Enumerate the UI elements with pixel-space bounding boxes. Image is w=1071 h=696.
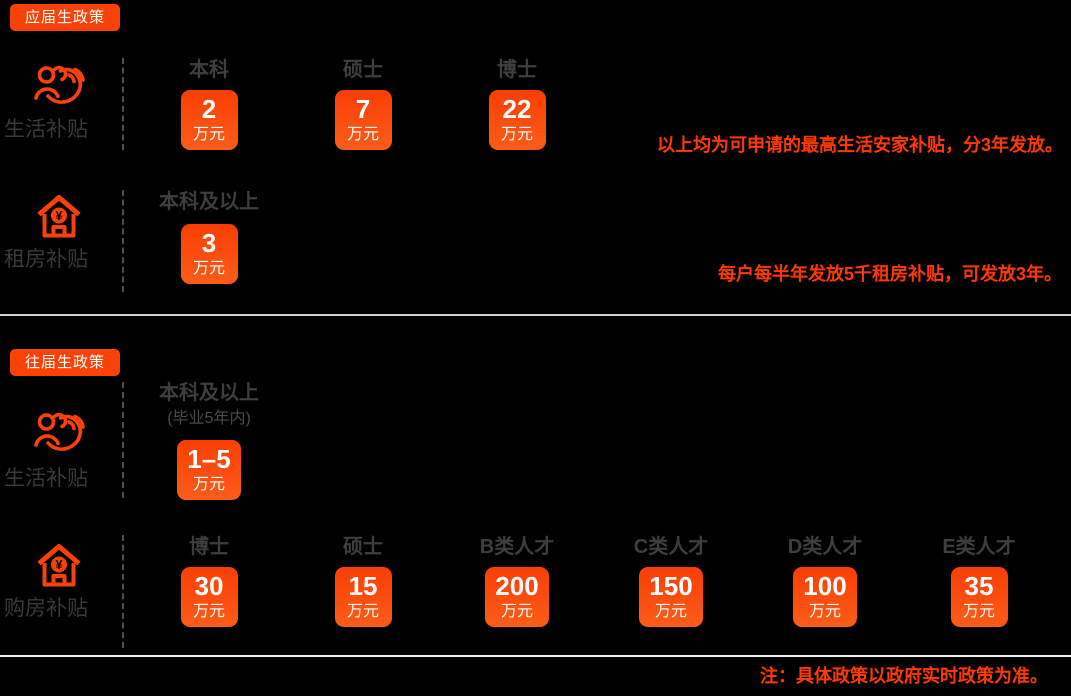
column-master: 硕士 15 万元 [286, 535, 440, 627]
column-phd: 博士 22 万元 [440, 58, 594, 150]
row-living-subsidy-previous: 生活补贴 本科及以上 (毕业5年内) 1–5 万元 [0, 380, 1071, 500]
degree-header: E类人才 [942, 536, 1016, 558]
badge-previous-graduate-policy: 往届生政策 [10, 349, 121, 376]
amount-unit: 万元 [346, 603, 379, 620]
dashed-separator [122, 58, 124, 150]
amount-card: 22 万元 [488, 90, 546, 150]
policy-note-living: 以上均为可申请的最高生活安家补贴，分3年发放。 [656, 135, 1063, 155]
badge-fresh-graduate-policy: 应届生政策 [10, 4, 121, 31]
degree-header: 博士 [497, 59, 537, 81]
row-label: 租房补贴 [4, 248, 88, 271]
amount-unit: 万元 [500, 126, 533, 143]
row-label: 生活补贴 [4, 118, 88, 141]
amount-card: 15 万元 [334, 567, 392, 627]
amount-value: 100 [803, 571, 847, 601]
amount-value: 3 [201, 228, 217, 258]
section-divider [0, 314, 1071, 316]
house-yuan-icon: ¥ [36, 543, 82, 592]
column-talent-b: B类人才 200 万元 [440, 535, 594, 627]
degree-header: 本科及以上 [159, 382, 259, 404]
amount-unit: 万元 [346, 126, 379, 143]
amount-value: 22 [502, 94, 532, 124]
row-living-subsidy-fresh: 生活补贴 本科 2 万元 硕士 7 万元 博士 22 [0, 58, 1071, 154]
column-phd: 博士 30 万元 [132, 535, 286, 627]
column-bachelor-above: 本科及以上 (毕业5年内) 1–5 万元 [132, 381, 286, 500]
degree-header: 博士 [189, 536, 229, 558]
svg-text:¥: ¥ [56, 558, 63, 572]
amount-value: 35 [964, 571, 994, 601]
amount-unit: 万元 [192, 126, 225, 143]
column-master: 硕士 7 万元 [286, 58, 440, 150]
dashed-separator [122, 535, 124, 648]
amount-columns: 博士 30 万元 硕士 15 万元 B类人才 200 万元 [132, 535, 1056, 627]
amount-card: 1–5 万元 [177, 440, 241, 500]
degree-subheader: (毕业5年内) [167, 410, 251, 427]
amount-value: 200 [495, 571, 539, 601]
amount-unit: 万元 [808, 603, 841, 620]
amount-columns: 本科及以上 3 万元 [132, 190, 286, 284]
amount-card: 100 万元 [793, 567, 857, 627]
dashed-separator [122, 382, 124, 498]
amount-unit: 万元 [654, 603, 687, 620]
svg-text:¥: ¥ [56, 209, 63, 223]
column-bachelor: 本科 2 万元 [132, 58, 286, 150]
amount-unit: 万元 [500, 603, 533, 620]
amount-value: 7 [355, 94, 371, 124]
amount-card: 150 万元 [639, 567, 703, 627]
amount-card: 35 万元 [950, 567, 1008, 627]
column-talent-c: C类人才 150 万元 [594, 535, 748, 627]
amount-unit: 万元 [962, 603, 995, 620]
footer-divider [0, 655, 1071, 657]
amount-value: 30 [194, 571, 224, 601]
amount-value: 1–5 [187, 444, 231, 474]
degree-header: 本科及以上 [159, 191, 259, 213]
row-purchase-subsidy-previous: ¥ 购房补贴 博士 30 万元 硕士 15 万元 B类人才 [0, 533, 1071, 651]
people-care-icon [34, 60, 88, 109]
row-rent-subsidy-fresh: ¥ 租房补贴 本科及以上 3 万元 [0, 190, 1071, 296]
degree-header: B类人才 [479, 536, 555, 558]
row-label: 生活补贴 [4, 467, 88, 490]
degree-header: 硕士 [343, 59, 383, 81]
amount-card: 200 万元 [485, 567, 549, 627]
degree-header: 本科 [189, 59, 229, 81]
degree-header: D类人才 [787, 536, 863, 558]
amount-card: 30 万元 [180, 567, 238, 627]
column-talent-d: D类人才 100 万元 [748, 535, 902, 627]
amount-value: 150 [649, 571, 693, 601]
amount-unit: 万元 [192, 260, 225, 277]
row-label: 购房补贴 [4, 597, 88, 620]
amount-value: 2 [201, 94, 217, 124]
degree-header: 硕士 [343, 536, 383, 558]
people-care-icon [34, 407, 88, 456]
amount-card: 2 万元 [180, 90, 238, 150]
dashed-separator [122, 190, 124, 292]
amount-value: 15 [348, 571, 378, 601]
amount-columns: 本科 2 万元 硕士 7 万元 博士 22 万元 [132, 58, 594, 150]
degree-header: C类人才 [633, 536, 709, 558]
column-talent-e: E类人才 35 万元 [902, 535, 1056, 627]
footer-note: 注：具体政策以政府实时政策为准。 [760, 666, 1048, 686]
amount-card: 3 万元 [180, 224, 238, 284]
amount-unit: 万元 [192, 476, 225, 493]
policy-note-rent: 每户每半年发放5千租房补贴，可发放3年。 [717, 264, 1062, 284]
amount-card: 7 万元 [334, 90, 392, 150]
amount-unit: 万元 [192, 603, 225, 620]
house-yuan-icon: ¥ [36, 194, 82, 243]
column-bachelor-above: 本科及以上 3 万元 [132, 190, 286, 284]
amount-columns: 本科及以上 (毕业5年内) 1–5 万元 [132, 381, 286, 500]
